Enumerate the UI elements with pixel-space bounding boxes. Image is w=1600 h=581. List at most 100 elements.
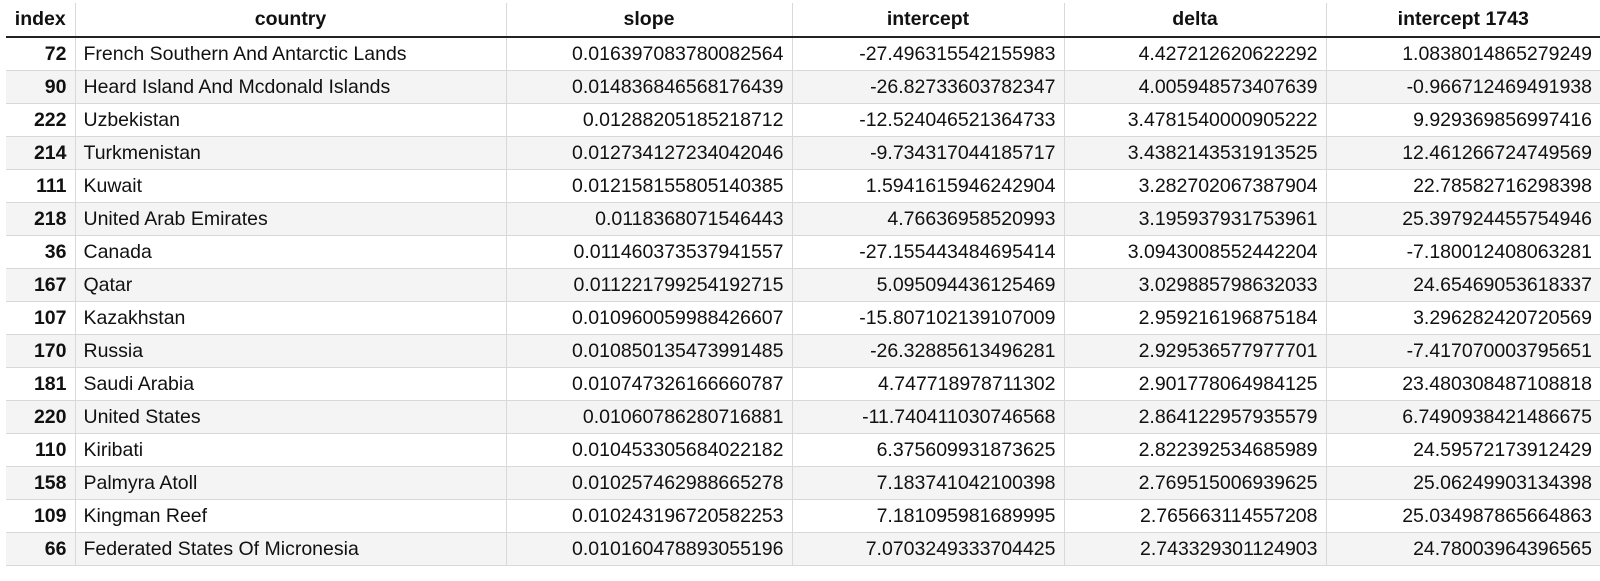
table-row: 181 Saudi Arabia 0.010747326166660787 4.747… [6,367,1600,401]
table-row: 90 Heard Island And Mcdonald Islands 0.014… [6,70,1600,104]
table-row: 109 Kingman Reef 0.010243196720582253 7.181… [6,499,1600,533]
table-row: 218 United Arab Emirates 0.011836807154644… [6,202,1600,236]
table-row: 66 Federated States Of Micronesia 0.010160… [6,532,1600,566]
index-cell: 107 [6,301,76,335]
slope-cell: 0.010747326166660787 [506,367,793,401]
delta-cell: 3.195937931753961 [1064,202,1327,236]
delta-cell: 2.929536577977701 [1064,334,1327,368]
slope-cell: 0.014836846568176439 [506,70,793,104]
intercept-1743-cell: 1.0838014865279249 [1326,37,1600,71]
intercept-cell: -9.734317044185717 [792,136,1065,170]
index-cell: 220 [6,400,76,434]
country-cell: Canada [75,235,507,269]
slope-cell: 0.010243196720582253 [506,499,793,533]
index-cell: 222 [6,103,76,137]
data-table-container: index country slope intercept delta inte… [6,3,1600,566]
delta-cell: 2.822392534685989 [1064,433,1327,467]
column-header-delta[interactable]: delta [1064,3,1327,38]
intercept-1743-cell: 24.65469053618337 [1326,268,1600,302]
slope-cell: 0.012734127234042046 [506,136,793,170]
intercept-1743-cell: 25.06249903134398 [1326,466,1600,500]
country-cell: United States [75,400,507,434]
intercept-cell: 4.747718978711302 [792,367,1065,401]
intercept-cell: -11.740411030746568 [792,400,1065,434]
delta-cell: 3.0943008552442204 [1064,235,1327,269]
index-cell: 66 [6,532,76,566]
slope-cell: 0.010850135473991485 [506,334,793,368]
delta-cell: 2.959216196875184 [1064,301,1327,335]
intercept-1743-cell: 22.78582716298398 [1326,169,1600,203]
country-cell: Russia [75,334,507,368]
table-row: 170 Russia 0.010850135473991485 -26.3288561… [6,334,1600,368]
slope-cell: 0.01288205185218712 [506,103,793,137]
index-cell: 167 [6,268,76,302]
table-row: 111 Kuwait 0.012158155805140385 1.594161594… [6,169,1600,203]
column-header-intercept-1743[interactable]: intercept 1743 [1326,3,1600,38]
intercept-cell: -15.807102139107009 [792,301,1065,335]
intercept-1743-cell: 24.78003964396565 [1326,532,1600,566]
delta-cell: 3.029885798632033 [1064,268,1327,302]
intercept-cell: 7.0703249333704425 [792,532,1065,566]
index-cell: 170 [6,334,76,368]
column-header-country[interactable]: country [75,3,507,38]
intercept-1743-cell: 24.59572173912429 [1326,433,1600,467]
column-header-intercept[interactable]: intercept [792,3,1065,38]
slope-cell: 0.010453305684022182 [506,433,793,467]
delta-cell: 2.769515006939625 [1064,466,1327,500]
delta-cell: 2.864122957935579 [1064,400,1327,434]
intercept-cell: 4.76636958520993 [792,202,1065,236]
intercept-1743-cell: 23.480308487108818 [1326,367,1600,401]
delta-cell: 4.005948573407639 [1064,70,1327,104]
country-cell: Uzbekistan [75,103,507,137]
slope-cell: 0.010960059988426607 [506,301,793,335]
delta-cell: 3.4382143531913525 [1064,136,1327,170]
intercept-cell: -27.496315542155983 [792,37,1065,71]
country-cell: Qatar [75,268,507,302]
intercept-1743-cell: -7.180012408063281 [1326,235,1600,269]
intercept-cell: 7.181095981689995 [792,499,1065,533]
table-body: 72 French Southern And Antarctic Lands 0.0… [6,37,1600,566]
slope-cell: 0.01060786280716881 [506,400,793,434]
slope-cell: 0.010257462988665278 [506,466,793,500]
intercept-1743-cell: 9.929369856997416 [1326,103,1600,137]
intercept-cell: 5.095094436125469 [792,268,1065,302]
delta-cell: 2.743329301124903 [1064,532,1327,566]
country-cell: Kingman Reef [75,499,507,533]
slope-cell: 0.012158155805140385 [506,169,793,203]
intercept-cell: 7.183741042100398 [792,466,1065,500]
intercept-cell: -12.524046521364733 [792,103,1065,137]
index-cell: 158 [6,466,76,500]
index-cell: 36 [6,235,76,269]
delta-cell: 4.427212620622292 [1064,37,1327,71]
header-row: index country slope intercept delta inte… [6,3,1600,38]
delta-cell: 2.901778064984125 [1064,367,1327,401]
slope-cell: 0.011460373537941557 [506,235,793,269]
intercept-1743-cell: -0.966712469491938 [1326,70,1600,104]
intercept-1743-cell: 3.296282420720569 [1326,301,1600,335]
index-cell: 109 [6,499,76,533]
table-row: 110 Kiribati 0.010453305684022182 6.3756099… [6,433,1600,467]
intercept-1743-cell: 25.397924455754946 [1326,202,1600,236]
table-row: 167 Qatar 0.011221799254192715 5.0950944361… [6,268,1600,302]
index-cell: 181 [6,367,76,401]
country-cell: Kiribati [75,433,507,467]
index-cell: 110 [6,433,76,467]
table-row: 220 United States 0.01060786280716881 -11.7… [6,400,1600,434]
table-row: 222 Uzbekistan 0.01288205185218712 -12.5240… [6,103,1600,137]
intercept-cell: -26.32885613496281 [792,334,1065,368]
index-cell: 72 [6,37,76,71]
slope-cell: 0.011221799254192715 [506,268,793,302]
country-cell: Saudi Arabia [75,367,507,401]
table-row: 72 French Southern And Antarctic Lands 0.0… [6,37,1600,71]
intercept-cell: 6.375609931873625 [792,433,1065,467]
delta-cell: 3.282702067387904 [1064,169,1327,203]
country-cell: Heard Island And Mcdonald Islands [75,70,507,104]
delta-cell: 2.765663114557208 [1064,499,1327,533]
intercept-cell: -26.82733603782347 [792,70,1065,104]
column-header-index[interactable]: index [6,3,76,38]
table-row: 107 Kazakhstan 0.010960059988426607 -15.807… [6,301,1600,335]
intercept-1743-cell: 6.7490938421486675 [1326,400,1600,434]
slope-cell: 0.010160478893055196 [506,532,793,566]
intercept-1743-cell: -7.417070003795651 [1326,334,1600,368]
column-header-slope[interactable]: slope [506,3,793,38]
